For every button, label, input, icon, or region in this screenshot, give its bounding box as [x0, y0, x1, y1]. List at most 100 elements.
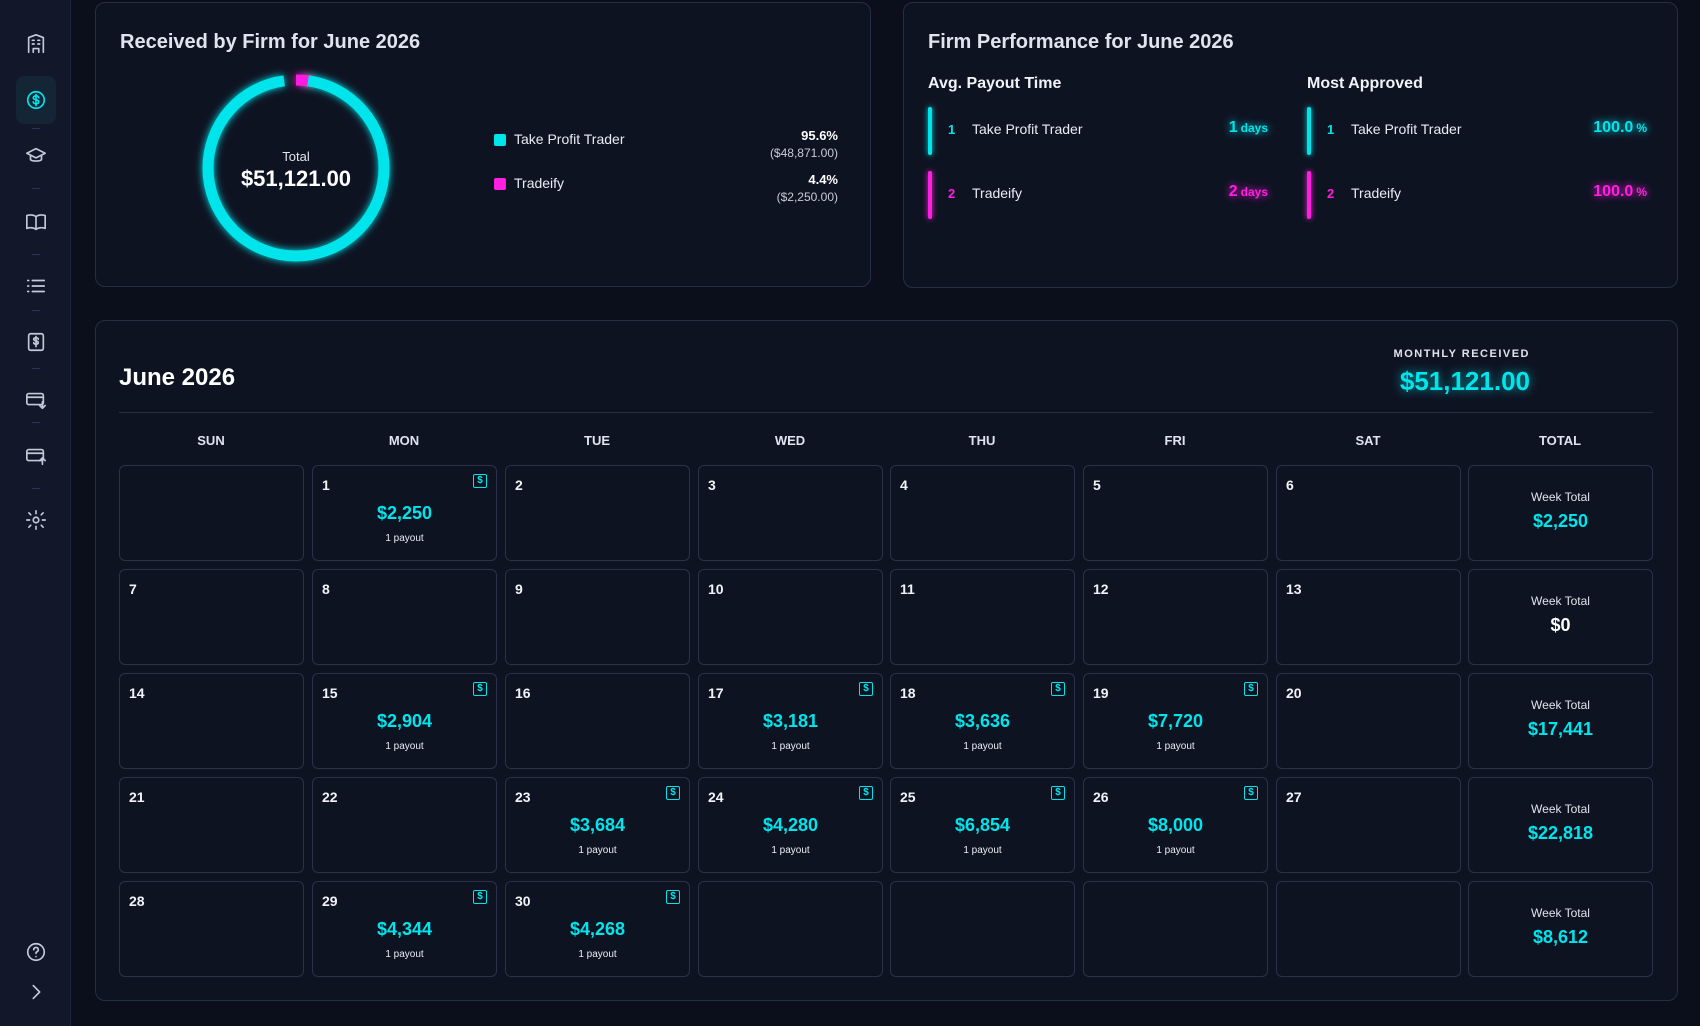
- calendar-day-cell[interactable]: 23 $ $3,684 1 payout: [505, 777, 690, 873]
- day-number: 7: [129, 581, 137, 597]
- day-number: 25: [900, 789, 916, 805]
- calendar-day-cell[interactable]: 29 $ $4,344 1 payout: [312, 881, 497, 977]
- sidebar-separator: [32, 254, 40, 255]
- calendar-day-cell: [890, 881, 1075, 977]
- sidebar-card-upload-button[interactable]: [16, 432, 56, 480]
- calendar-day-cell[interactable]: 22: [312, 777, 497, 873]
- day-number: 17: [708, 685, 724, 701]
- perf-value-number: 1: [1228, 119, 1238, 136]
- list-icon: [26, 279, 46, 293]
- dollar-receipt-icon: $: [859, 682, 873, 696]
- dollar-receipt-icon: $: [666, 786, 680, 800]
- calendar-day-cell[interactable]: 20: [1276, 673, 1461, 769]
- received-panel-title: Received by Firm for June 2026: [120, 31, 421, 53]
- day-payout-count: 1 payout: [385, 949, 424, 960]
- gear-icon: [26, 510, 46, 530]
- perf-value-unit: %: [1636, 185, 1647, 199]
- perf-rank-bar: [1307, 107, 1311, 155]
- day-number: 28: [129, 893, 145, 909]
- avg-payout-heading: Avg. Payout Time: [928, 75, 1062, 92]
- sidebar-card-download-button[interactable]: [16, 376, 56, 424]
- calendar-day-cell[interactable]: 5: [1083, 465, 1268, 561]
- donut-svg: [202, 74, 390, 262]
- calendar-day-cell[interactable]: 14: [119, 673, 304, 769]
- calendar-title: June 2026: [119, 364, 236, 391]
- card-upload-icon: [26, 448, 46, 466]
- monthly-received-label: MONTHLY RECEIVED: [1393, 348, 1530, 360]
- sidebar-chevron-right-button[interactable]: [16, 968, 56, 1016]
- calendar-day-cell[interactable]: 24 $ $4,280 1 payout: [698, 777, 883, 873]
- calendar-day-cell[interactable]: 11: [890, 569, 1075, 665]
- week-total-cell: Week Total $8,612: [1468, 881, 1653, 977]
- book-open-icon: [26, 214, 46, 231]
- perf-row[interactable]: 1 Take Profit Trader 100.0%: [1307, 107, 1647, 155]
- calendar-day-cell[interactable]: 13: [1276, 569, 1461, 665]
- performance-panel-title: Firm Performance for June 2026: [928, 31, 1234, 53]
- dollar-receipt-icon: $: [859, 786, 873, 800]
- firm-performance-panel: Firm Performance for June 2026 Avg. Payo…: [903, 2, 1678, 288]
- calendar-day-cell[interactable]: 8: [312, 569, 497, 665]
- sidebar-gear-button[interactable]: [16, 496, 56, 544]
- calendar-day-cell[interactable]: 26 $ $8,000 1 payout: [1083, 777, 1268, 873]
- sidebar-help-button[interactable]: [16, 928, 56, 976]
- day-number: 4: [900, 477, 908, 493]
- sidebar-book-open-button[interactable]: [16, 198, 56, 246]
- sidebar-dollar-document-button[interactable]: [16, 318, 56, 366]
- week-total-label: Week Total: [1531, 698, 1590, 712]
- calendar-day-cell[interactable]: 30 $ $4,268 1 payout: [505, 881, 690, 977]
- perf-rank: 1: [948, 122, 956, 137]
- dollar-document-icon: [27, 332, 45, 352]
- day-number: 3: [708, 477, 716, 493]
- day-number: 21: [129, 789, 145, 805]
- calendar-day-cell[interactable]: 28: [119, 881, 304, 977]
- calendar-day-cell[interactable]: 25 $ $6,854 1 payout: [890, 777, 1075, 873]
- day-payout-amount: $3,636: [954, 711, 1011, 731]
- calendar-day-cell[interactable]: 21: [119, 777, 304, 873]
- day-payout-amount: $2,250: [376, 503, 433, 523]
- calendar-day-cell[interactable]: 15 $ $2,904 1 payout: [312, 673, 497, 769]
- calendar-day-cell[interactable]: 4: [890, 465, 1075, 561]
- donut-total-value: $51,121.00: [240, 165, 352, 191]
- day-number: 19: [1093, 685, 1109, 701]
- calendar-day-cell[interactable]: 18 $ $3,636 1 payout: [890, 673, 1075, 769]
- calendar-day-cell[interactable]: 7: [119, 569, 304, 665]
- sidebar-separator: [32, 188, 40, 189]
- dollar-receipt-icon: $: [473, 682, 487, 696]
- calendar-day-cell[interactable]: 16: [505, 673, 690, 769]
- day-number: 22: [322, 789, 338, 805]
- perf-value: 100.0%: [1593, 183, 1647, 201]
- sidebar-dollar-circle-button[interactable]: [16, 76, 56, 124]
- calendar-day-cell[interactable]: 2: [505, 465, 690, 561]
- perf-value: 1 days: [1229, 119, 1268, 137]
- help-icon: [26, 942, 46, 962]
- donut-slice-take-profit-trader[interactable]: [202, 74, 390, 262]
- day-payout-amount: $3,684: [569, 815, 626, 835]
- calendar-day-cell[interactable]: 6: [1276, 465, 1461, 561]
- day-of-week-tue: TUE: [584, 433, 610, 448]
- calendar-day-cell[interactable]: 9: [505, 569, 690, 665]
- week-total-value: $8,612: [1532, 927, 1589, 947]
- donut-slice-tradeify[interactable]: [202, 74, 390, 262]
- calendar-day-cell[interactable]: 1 $ $2,250 1 payout: [312, 465, 497, 561]
- legend-item[interactable]: Tradeify 4.4% ($2,250.00): [494, 172, 838, 212]
- perf-row[interactable]: 2 Tradeify 100.0%: [1307, 171, 1647, 219]
- calendar-day-cell[interactable]: 19 $ $7,720 1 payout: [1083, 673, 1268, 769]
- perf-row[interactable]: 2 Tradeify 2 days: [928, 171, 1268, 219]
- sidebar-building-button[interactable]: [16, 20, 56, 68]
- day-of-week-fri: FRI: [1164, 433, 1186, 448]
- week-total-cell: Week Total $2,250: [1468, 465, 1653, 561]
- calendar-day-cell[interactable]: 17 $ $3,181 1 payout: [698, 673, 883, 769]
- calendar-day-cell[interactable]: 27: [1276, 777, 1461, 873]
- sidebar-graduation-cap-button[interactable]: [16, 132, 56, 180]
- day-number: 14: [129, 685, 145, 701]
- calendar-day-cell[interactable]: 3: [698, 465, 883, 561]
- calendar-day-cell[interactable]: 12: [1083, 569, 1268, 665]
- donut-total-label: Total: [282, 148, 310, 164]
- legend-item[interactable]: Take Profit Trader 95.6% ($48,871.00): [494, 128, 838, 168]
- sidebar-list-button[interactable]: [16, 262, 56, 310]
- calendar-day-cell[interactable]: 10: [698, 569, 883, 665]
- week-total-label: Week Total: [1531, 802, 1590, 816]
- sidebar: [0, 0, 71, 1026]
- dollar-receipt-icon: $: [666, 890, 680, 904]
- perf-row[interactable]: 1 Take Profit Trader 1 days: [928, 107, 1268, 155]
